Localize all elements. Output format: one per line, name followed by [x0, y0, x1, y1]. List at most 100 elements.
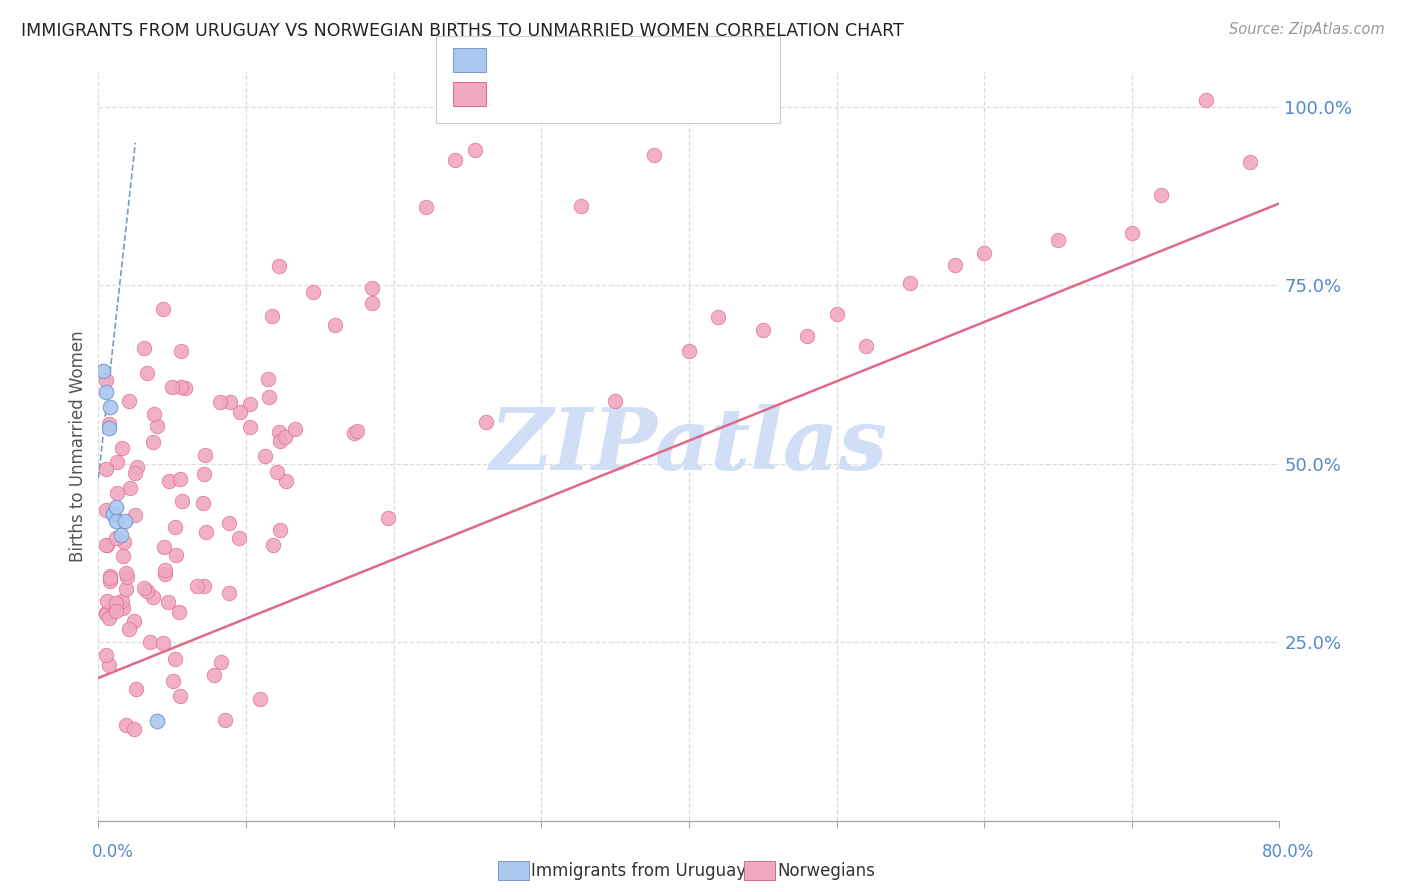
Point [111, 594, 134, 608]
Point [170, 494, 193, 508]
Point [122, 722, 145, 736]
Point [257, 390, 280, 404]
Point [678, 343, 700, 358]
Point [156, 594, 179, 608]
Point [94, 606, 117, 620]
Point [136, 367, 159, 381]
Point [260, 310, 283, 324]
Point [111, 441, 134, 455]
Point [900, 276, 922, 290]
Point [239, 397, 262, 411]
Point [249, 692, 271, 706]
Text: 111: 111 [647, 85, 682, 103]
Point [1195, 93, 1218, 107]
Point [229, 405, 252, 419]
Text: 0.633: 0.633 [541, 85, 593, 103]
Point [1239, 154, 1261, 169]
Point [94, 538, 117, 552]
Point [98, 569, 121, 583]
Point [94, 385, 117, 400]
Point [96, 594, 118, 608]
Point [855, 339, 877, 353]
Point [153, 563, 176, 577]
Point [169, 690, 191, 704]
Point [160, 380, 183, 394]
Point [111, 601, 134, 615]
Point [276, 474, 298, 488]
Point [152, 636, 174, 650]
Point [195, 525, 218, 540]
Point [643, 147, 665, 161]
Point [91, 364, 114, 378]
Point [208, 394, 231, 409]
Point [124, 466, 146, 480]
Point [97, 421, 120, 435]
Point [125, 681, 148, 696]
Point [218, 586, 240, 600]
Point [155, 566, 177, 581]
Point [105, 455, 128, 469]
Point [115, 582, 138, 596]
Point [202, 667, 225, 681]
Text: IMMIGRANTS FROM URUGUAY VS NORWEGIAN BIRTHS TO UNMARRIED WOMEN CORRELATION CHART: IMMIGRANTS FROM URUGUAY VS NORWEGIAN BIR… [21, 22, 904, 40]
Point [98, 571, 121, 585]
Point [169, 472, 191, 486]
Point [173, 381, 195, 395]
Point [170, 379, 193, 393]
Point [973, 246, 995, 260]
Point [475, 415, 498, 429]
Point [273, 430, 295, 444]
Point [269, 523, 291, 537]
Point [165, 652, 187, 666]
Point [302, 285, 325, 299]
Point [98, 400, 121, 414]
Point [97, 417, 120, 431]
Point [114, 514, 136, 528]
Point [94, 373, 117, 387]
Point [146, 714, 169, 728]
Point [943, 258, 966, 272]
Point [284, 422, 307, 436]
Point [162, 673, 184, 688]
Point [103, 507, 125, 521]
Text: 80.0%: 80.0% [1263, 843, 1315, 861]
Text: Immigrants from Uruguay: Immigrants from Uruguay [531, 862, 747, 880]
Point [104, 531, 127, 545]
Point [193, 579, 215, 593]
Point [152, 301, 174, 316]
Point [142, 590, 165, 604]
Point [193, 467, 215, 481]
Text: 0.0%: 0.0% [91, 843, 134, 861]
Point [127, 459, 149, 474]
Point [239, 419, 262, 434]
Point [219, 394, 242, 409]
Point [165, 548, 187, 562]
Point [194, 448, 217, 462]
Point [142, 435, 165, 450]
Point [105, 500, 128, 514]
Point [377, 511, 399, 525]
Point [105, 514, 128, 528]
Point [122, 614, 145, 628]
Point [269, 434, 291, 449]
Text: 0.310: 0.310 [541, 51, 593, 69]
Point [112, 535, 135, 549]
Point [214, 713, 236, 727]
Point [191, 496, 214, 510]
Point [94, 503, 117, 517]
Point [346, 424, 368, 438]
Point [136, 584, 159, 599]
Text: Norwegians: Norwegians [778, 862, 876, 880]
Point [165, 519, 187, 533]
Text: R =: R = [496, 51, 533, 69]
Point [269, 259, 291, 273]
Point [266, 466, 288, 480]
Point [98, 574, 121, 589]
Point [94, 607, 117, 621]
Point [153, 541, 176, 555]
Point [110, 528, 132, 542]
Point [464, 143, 486, 157]
Point [605, 394, 627, 409]
Point [117, 394, 139, 409]
Point [120, 481, 142, 495]
